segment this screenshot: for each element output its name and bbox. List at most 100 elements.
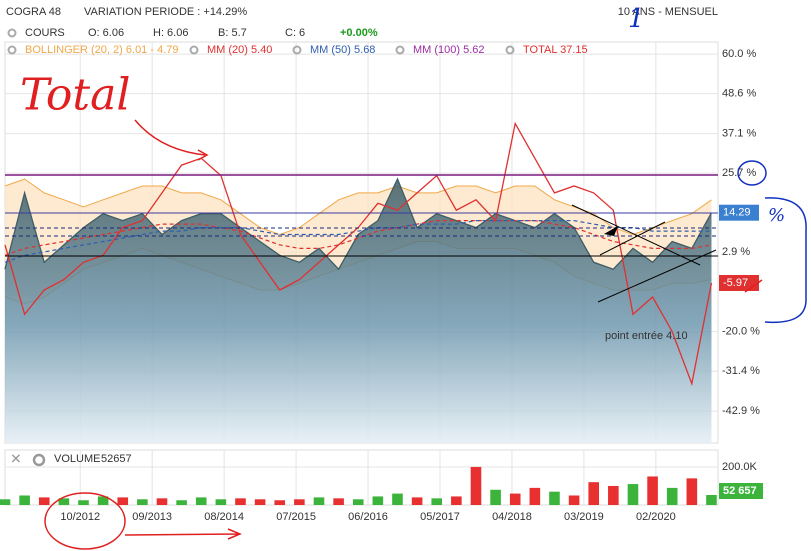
volume-bar bbox=[451, 496, 462, 505]
volume-bar bbox=[490, 489, 501, 505]
series-line bbox=[4, 220, 712, 263]
hand-circle bbox=[737, 160, 767, 186]
value-badge bbox=[719, 274, 759, 291]
volume-bar bbox=[431, 498, 443, 505]
legend-item: COURS bbox=[25, 27, 65, 39]
value-badge-label: -5.97 bbox=[723, 277, 748, 289]
legend-value: 6.01 - 4.79 bbox=[126, 44, 179, 56]
volume-bar bbox=[588, 482, 600, 505]
volume-bar bbox=[215, 499, 227, 505]
legend-item: MM (100) 5.62 bbox=[413, 44, 485, 56]
user-line bbox=[571, 204, 701, 266]
volume-bar bbox=[195, 497, 207, 505]
y-tick-label: 25.7 % bbox=[722, 167, 756, 179]
legend-value: 37.15 bbox=[560, 44, 588, 56]
y-tick-label: 60.0 % bbox=[722, 48, 756, 60]
period: 10 ANS - MENSUEL bbox=[618, 6, 718, 18]
value-badge bbox=[719, 483, 763, 499]
cours-area bbox=[5, 179, 712, 443]
hand-bracket bbox=[764, 197, 807, 324]
x-tick-label: 10/2012 bbox=[60, 511, 100, 523]
hand-circle bbox=[44, 492, 126, 550]
y-tick-label: 200.0K bbox=[722, 461, 758, 473]
legend-name: MM (20) bbox=[207, 44, 248, 56]
volume-bar bbox=[235, 498, 246, 505]
legend-item: +0.00% bbox=[340, 27, 378, 39]
volume-bar bbox=[58, 498, 70, 505]
volume-bar bbox=[608, 485, 619, 505]
value-badge-label: 14.29 bbox=[723, 207, 751, 219]
volume-bar bbox=[352, 499, 364, 505]
gear-icon bbox=[395, 45, 405, 55]
value-badge-label: 52 657 bbox=[723, 485, 757, 497]
volume-bar bbox=[294, 499, 305, 505]
handwritten: Total bbox=[20, 70, 130, 121]
x-tick-label: 08/2014 bbox=[204, 511, 244, 523]
legend-item: BOLLINGER (20, 2) 6.01 - 4.79 bbox=[25, 44, 178, 56]
volume-bar bbox=[706, 494, 717, 505]
annotation: point entrée 4.10 bbox=[605, 330, 688, 342]
legend-item: TOTAL 37.15 bbox=[523, 44, 588, 56]
volume-bar bbox=[392, 493, 403, 505]
handwritten: % bbox=[768, 205, 785, 226]
volume-bar bbox=[78, 500, 89, 505]
volume-bar bbox=[627, 484, 639, 505]
handwritten: 1 bbox=[628, 4, 645, 34]
legend-value: 5.40 bbox=[251, 44, 272, 56]
x-tick-label: 07/2015 bbox=[276, 511, 316, 523]
volume-bar bbox=[156, 498, 168, 505]
gear-icon bbox=[7, 28, 17, 38]
volume-bar bbox=[372, 496, 384, 505]
volume-bar bbox=[333, 498, 344, 505]
volume-area bbox=[4, 449, 719, 506]
volume-bar bbox=[97, 496, 109, 505]
volume-bar bbox=[313, 497, 325, 505]
volume-bar bbox=[117, 497, 129, 505]
hand-arrow bbox=[197, 149, 209, 161]
y-tick-label: 37.1 % bbox=[722, 127, 756, 139]
close-icon: ✕ bbox=[10, 451, 22, 467]
volume-bar bbox=[176, 500, 187, 505]
volume-bar bbox=[647, 476, 658, 505]
legend-name: MM (50) bbox=[310, 44, 351, 56]
legend-name: MM (100) bbox=[413, 44, 460, 56]
y-tick-label: -42.9 % bbox=[722, 405, 760, 417]
legend-item: C: 6 bbox=[285, 27, 305, 39]
series-line bbox=[4, 177, 713, 271]
gear-icon bbox=[32, 453, 46, 467]
y-tick-label: 2.9 % bbox=[722, 246, 750, 258]
legend-item: MM (20) 5.40 bbox=[207, 44, 272, 56]
y-tick-label: -31.4 % bbox=[722, 365, 760, 377]
x-tick-label: 06/2016 bbox=[348, 511, 388, 523]
x-tick-label: 05/2017 bbox=[420, 511, 460, 523]
volume-bar bbox=[411, 497, 423, 505]
subtitle: VARIATION PERIODE : +14.29% bbox=[84, 6, 247, 18]
gear-icon bbox=[505, 45, 515, 55]
volume-bar bbox=[274, 500, 286, 505]
gear-icon bbox=[7, 45, 17, 55]
user-line bbox=[599, 221, 666, 256]
legend-item: O: 6.06 bbox=[88, 27, 124, 39]
volume-bar bbox=[666, 487, 678, 505]
y-tick-label: -20.0 % bbox=[722, 326, 760, 338]
x-tick-label: 09/2013 bbox=[132, 511, 172, 523]
arrow bbox=[604, 226, 618, 236]
legend-item: B: 5.7 bbox=[218, 27, 247, 39]
volume-bar bbox=[137, 499, 148, 505]
hand-arrow bbox=[124, 528, 242, 540]
volume-bar bbox=[470, 466, 482, 505]
user-line bbox=[597, 249, 717, 303]
legend-value: 5.62 bbox=[463, 44, 484, 56]
title: COGRA 48 bbox=[6, 6, 61, 18]
volume-title: VOLUME bbox=[54, 453, 100, 465]
hand-mark bbox=[744, 279, 763, 293]
volume-bar bbox=[38, 497, 50, 505]
volume-bar bbox=[19, 495, 30, 505]
legend-item: MM (50) 5.68 bbox=[310, 44, 375, 56]
volume-bar bbox=[254, 499, 266, 505]
x-tick-label: 04/2018 bbox=[492, 511, 532, 523]
x-tick-label: 03/2019 bbox=[564, 511, 604, 523]
volume-bar bbox=[549, 491, 560, 505]
volume-bar bbox=[568, 495, 580, 505]
